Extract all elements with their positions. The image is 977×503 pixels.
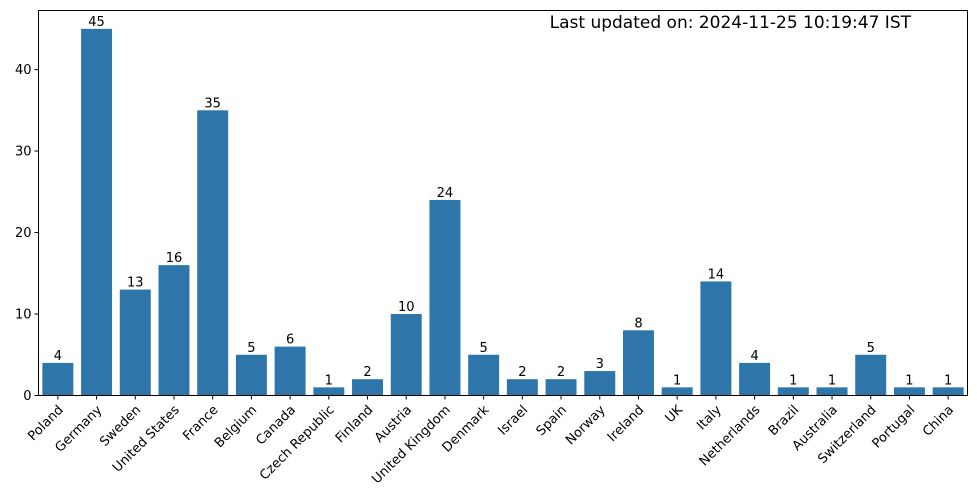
data-label: 8 xyxy=(634,316,642,331)
data-label: 5 xyxy=(247,341,255,356)
x-tick-label: Finland xyxy=(333,403,376,446)
plot-frame xyxy=(38,10,968,396)
bar-united-kingdom xyxy=(429,199,461,396)
data-label: 1 xyxy=(905,373,913,388)
last-updated-annotation: Last updated on: 2024-11-25 10:19:47 IST xyxy=(550,13,912,33)
data-label: 6 xyxy=(286,333,294,348)
x-tick-label: UK xyxy=(663,402,687,426)
x-tick-label: Norway xyxy=(563,403,609,449)
bar-canada xyxy=(274,346,306,396)
bar-australia xyxy=(816,387,848,396)
bar-belgium xyxy=(235,354,267,396)
bar-uk xyxy=(661,387,693,396)
bar-finland xyxy=(352,379,384,396)
bar-switzerland xyxy=(855,354,887,396)
bar-germany xyxy=(81,28,113,396)
x-tick-label: Brazil xyxy=(766,403,802,439)
y-tick-label: 0 xyxy=(23,389,31,404)
bar-united-states xyxy=(158,265,190,396)
y-tick-label: 40 xyxy=(15,63,32,78)
data-label: 10 xyxy=(398,300,415,315)
bar-poland xyxy=(42,362,74,396)
bar-china xyxy=(932,387,964,396)
data-label: 1 xyxy=(673,373,681,388)
data-label: 1 xyxy=(828,373,836,388)
bar-italy xyxy=(700,281,732,396)
bar-denmark xyxy=(468,354,500,396)
data-label: 4 xyxy=(750,349,758,364)
data-label: 13 xyxy=(127,276,144,291)
y-tick-label: 10 xyxy=(15,308,32,323)
bar-austria xyxy=(390,314,422,396)
data-label: 35 xyxy=(204,96,221,111)
bar-spain xyxy=(545,379,577,396)
data-label: 2 xyxy=(363,365,371,380)
data-label: 5 xyxy=(867,341,875,356)
bar-israel xyxy=(506,379,538,396)
data-label: 2 xyxy=(518,365,526,380)
data-labels-group: 4 45 13 16 35 5 6 1 2 10 24 5 2 2 3 8 1 14 4 1 1 5 1 1 xyxy=(54,15,953,389)
y-axis: 0 10 20 30 40 xyxy=(15,63,39,404)
bar-ireland xyxy=(622,330,654,396)
bar-sweden xyxy=(119,289,151,396)
bar-netherlands xyxy=(739,362,771,396)
data-label: 5 xyxy=(480,341,488,356)
x-tick-label: Spain xyxy=(534,403,570,439)
data-label: 1 xyxy=(789,373,797,388)
data-label: 1 xyxy=(944,373,952,388)
x-tick-label: China xyxy=(920,403,957,440)
data-label: 4 xyxy=(54,349,62,364)
bar-czech-republic xyxy=(313,387,345,396)
bar-norway xyxy=(584,371,616,396)
x-tick-label: United States xyxy=(110,403,183,476)
data-label: 24 xyxy=(437,186,454,201)
x-tick-label: Italy xyxy=(694,403,725,434)
x-tick-label: Belgium xyxy=(212,403,260,451)
bar-portugal xyxy=(893,387,925,396)
data-label: 1 xyxy=(325,373,333,388)
x-tick-label: Ireland xyxy=(605,403,647,445)
data-label: 2 xyxy=(557,365,565,380)
bars-group xyxy=(42,28,964,396)
x-tick-label: Portugal xyxy=(870,403,919,452)
bar-france xyxy=(197,110,229,396)
bar-brazil xyxy=(777,387,809,396)
data-label: 16 xyxy=(166,251,183,266)
y-tick-label: 20 xyxy=(15,226,32,241)
data-label: 3 xyxy=(596,357,604,372)
data-label: 14 xyxy=(708,267,725,282)
y-tick-label: 30 xyxy=(15,145,32,160)
data-label: 45 xyxy=(88,15,105,30)
x-tick-label: Israel xyxy=(495,403,531,439)
